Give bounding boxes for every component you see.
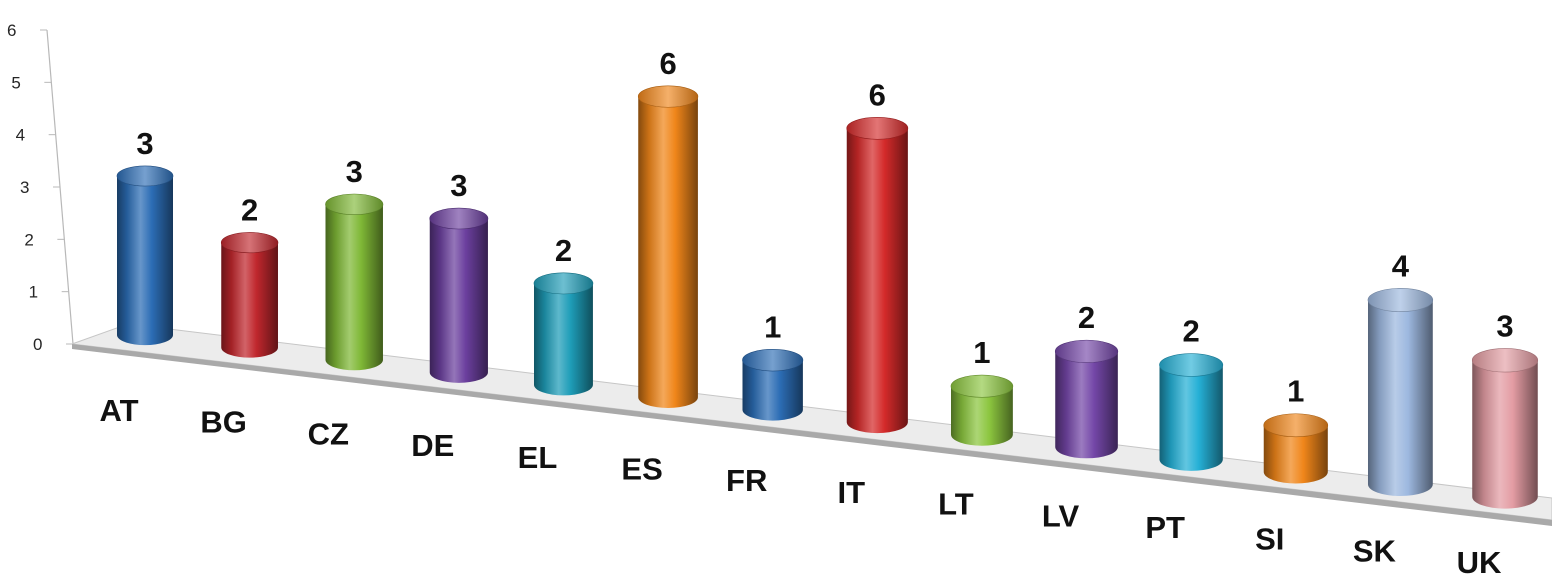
axis-layer: 0 1 2 3 4 5 6 xyxy=(7,21,74,354)
data-label: 1 xyxy=(1287,374,1304,409)
bar-top xyxy=(220,232,279,254)
bar-body xyxy=(1159,365,1223,471)
bar-top xyxy=(637,85,699,108)
data-label: 1 xyxy=(764,309,781,344)
floor-layer xyxy=(71,323,1552,526)
bar-de xyxy=(429,207,489,383)
bar-body xyxy=(950,386,1013,446)
bar-body xyxy=(325,204,383,371)
x-tick-label: EL xyxy=(518,440,558,475)
bar-top xyxy=(846,117,909,140)
y-tick-label: 6 xyxy=(7,21,16,40)
x-tick-label: IT xyxy=(838,475,866,510)
bar-at xyxy=(116,165,174,346)
bars-layer xyxy=(116,85,1539,509)
bar-bg xyxy=(220,232,279,358)
x-tick-label: FR xyxy=(726,463,767,498)
bar-sk xyxy=(1367,288,1434,497)
bar-top xyxy=(1367,288,1434,312)
x-tick-label: SI xyxy=(1255,522,1284,557)
bar-body xyxy=(1472,360,1538,509)
bar-lv xyxy=(1054,339,1119,459)
x-tick-label: CZ xyxy=(308,416,349,451)
x-tick-label: LT xyxy=(938,487,974,522)
bar-uk xyxy=(1471,348,1539,509)
data-labels-layer: 3 2 3 3 2 6 1 6 1 2 2 1 4 3 xyxy=(136,46,1513,409)
bar-top xyxy=(1471,348,1539,373)
x-tick-label: BG xyxy=(200,405,247,440)
bar-top xyxy=(116,165,174,187)
bar-it xyxy=(846,117,909,434)
data-label: 4 xyxy=(1392,248,1410,283)
bar-fr xyxy=(742,348,804,421)
bar-top xyxy=(429,207,489,230)
x-tick-label: LV xyxy=(1042,498,1080,533)
bar-el xyxy=(533,272,594,396)
data-label: 3 xyxy=(346,154,363,189)
bar-body xyxy=(117,176,173,346)
bar-top xyxy=(533,272,594,295)
y-tick-label: 5 xyxy=(11,73,20,92)
y-tick-label: 3 xyxy=(20,178,29,197)
floor-top xyxy=(71,323,1552,521)
y-tick-label: 4 xyxy=(16,126,25,145)
data-label: 2 xyxy=(1078,300,1095,335)
x-tick-label: SK xyxy=(1353,533,1397,568)
data-label: 2 xyxy=(1183,314,1200,349)
x-tick-label: UK xyxy=(1457,545,1502,580)
bar-si xyxy=(1263,413,1329,484)
data-label: 2 xyxy=(241,192,258,227)
floor-edge xyxy=(72,344,1552,526)
bar-cz xyxy=(325,193,384,371)
bar-es xyxy=(637,85,699,408)
x-tick-label: PT xyxy=(1145,510,1185,545)
data-label: 1 xyxy=(973,335,990,370)
data-label: 3 xyxy=(136,126,153,161)
x-tick-label: DE xyxy=(411,428,454,463)
bar-body xyxy=(221,242,278,358)
bar-top xyxy=(1054,339,1119,363)
bar-body xyxy=(846,128,908,434)
data-label: 3 xyxy=(450,168,467,203)
bar-body xyxy=(638,96,698,408)
bar-lt xyxy=(950,374,1014,446)
category-labels-layer: AT BG CZ DE EL ES FR IT LT LV PT SI SK UK xyxy=(99,393,1502,580)
bar-body xyxy=(1055,351,1118,459)
data-label: 2 xyxy=(555,233,572,268)
bar-body xyxy=(429,218,488,383)
data-label: 3 xyxy=(1496,308,1513,343)
data-label: 6 xyxy=(659,46,676,81)
bar-top xyxy=(325,193,384,215)
bar-body xyxy=(1263,425,1328,484)
bar-pt xyxy=(1159,353,1224,471)
bar-body xyxy=(533,283,593,396)
y-tick-label: 2 xyxy=(24,230,33,249)
bar-top xyxy=(1159,353,1224,377)
y-tick-label: 1 xyxy=(29,283,38,302)
x-tick-label: AT xyxy=(99,393,138,428)
y-tick-label: 0 xyxy=(33,335,42,354)
bar-body xyxy=(742,360,803,421)
data-label: 6 xyxy=(869,77,886,112)
bar-top xyxy=(950,374,1014,398)
x-tick-label: ES xyxy=(621,452,662,487)
bar-body xyxy=(1367,300,1433,497)
bar-top xyxy=(742,348,804,372)
bar-top xyxy=(1263,413,1329,438)
